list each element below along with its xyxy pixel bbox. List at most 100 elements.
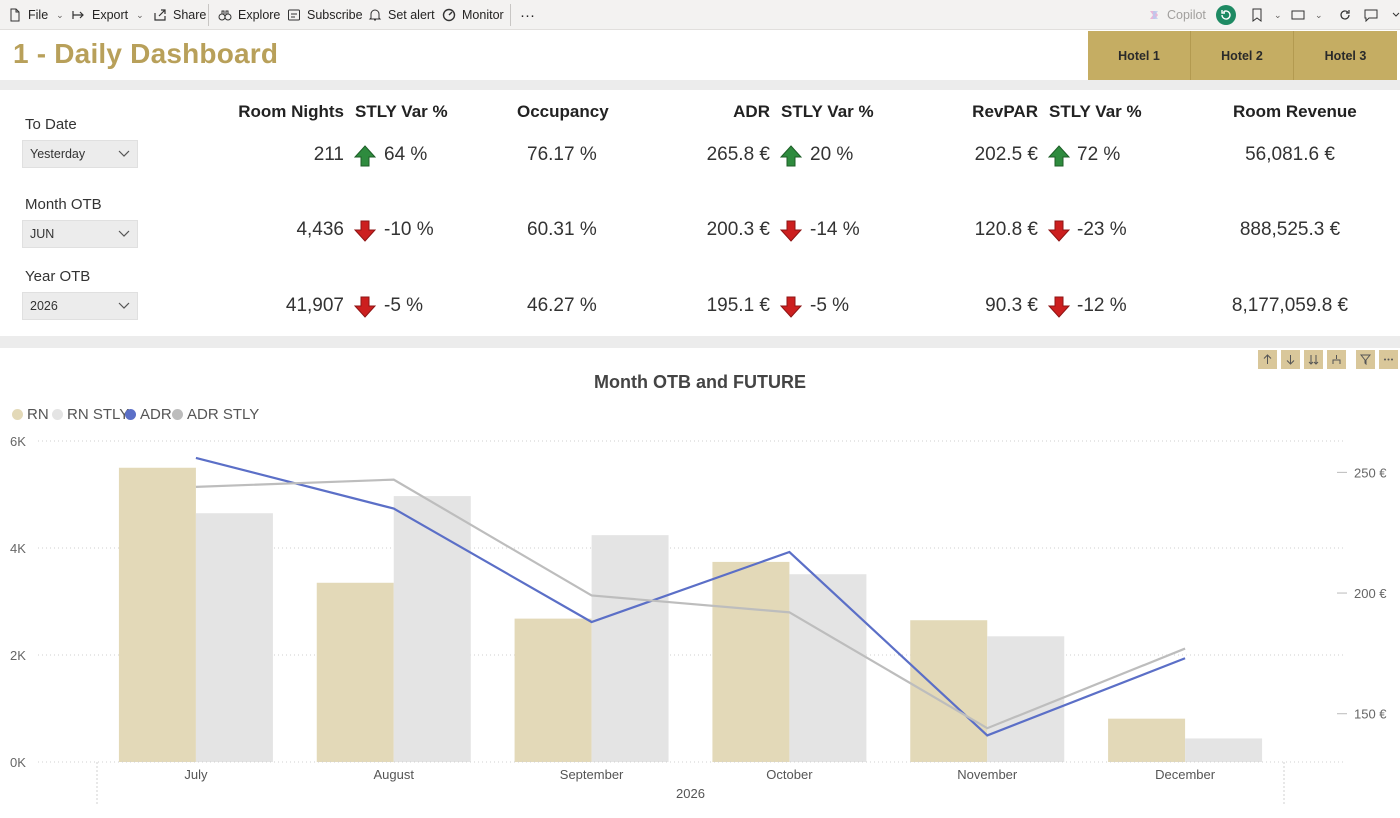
legend-item[interactable]: RN STLY	[52, 406, 129, 423]
x-group-label: 2026	[676, 786, 705, 801]
copilot-icon	[1150, 11, 1158, 19]
binoculars-icon	[218, 10, 232, 21]
export-menu[interactable]: Export ⌄	[72, 0, 144, 30]
copilot-label: Copilot	[1167, 8, 1206, 22]
drill-up-icon[interactable]	[1258, 350, 1277, 369]
x-tick-label: November	[957, 767, 1018, 782]
y-left-tick-label: 4K	[10, 541, 26, 556]
refresh-button[interactable]	[1338, 0, 1358, 30]
adr-stly-var-value: -14 %	[810, 219, 860, 240]
share-label: Share	[173, 8, 207, 22]
legend-marker	[52, 409, 63, 420]
revpar-value: 202.5 €	[974, 144, 1038, 165]
to-date-slicer[interactable]: Yesterday	[22, 140, 138, 168]
month-otb-slicer[interactable]: JUN	[22, 220, 138, 248]
bar-rn-stly	[591, 535, 669, 762]
room-revenue-header: Room Revenue	[1233, 102, 1357, 121]
file-label: File	[28, 8, 49, 22]
legend-marker	[125, 409, 136, 420]
adr-stly-var-value: -5 %	[810, 295, 850, 316]
subscribe-label: Subscribe	[307, 8, 363, 22]
adr-value: 265.8 €	[706, 144, 770, 165]
year-otb-slicer[interactable]: 2026	[22, 292, 138, 320]
hotel-2-button[interactable]: Hotel 2	[1191, 31, 1294, 80]
chevron-down-icon: ⌄	[1274, 9, 1282, 20]
explore-label: Explore	[238, 8, 281, 22]
more-options-icon[interactable]	[1379, 350, 1398, 369]
legend-item[interactable]: ADR STLY	[172, 406, 259, 423]
arrow-up-icon	[354, 145, 376, 167]
rn-stly-var-value: -5 %	[384, 295, 424, 316]
view-button[interactable]: ⌄	[1291, 0, 1323, 30]
gauge-icon	[442, 8, 456, 22]
go-to-next-level-icon[interactable]	[1304, 350, 1323, 369]
y-left-tick-label: 6K	[10, 434, 26, 449]
drill-down-icon[interactable]	[1281, 350, 1300, 369]
arrow-down-icon	[354, 296, 376, 318]
revpar-stly-var-value: -12 %	[1077, 295, 1127, 316]
expand-chevron-icon[interactable]	[1392, 0, 1400, 30]
expand-hierarchy-icon[interactable]	[1327, 350, 1346, 369]
refresh-status-button[interactable]	[1216, 0, 1236, 30]
bar-rn-stly	[789, 574, 867, 762]
kpi-panel	[0, 90, 1400, 336]
arrow-up-icon	[1048, 145, 1070, 167]
bar-rn	[1108, 718, 1186, 762]
adr-value: 195.1 €	[706, 295, 770, 316]
export-label: Export	[92, 8, 129, 22]
subscribe-icon	[288, 9, 300, 21]
year-otb-label: Year OTB	[25, 268, 91, 285]
file-menu[interactable]: File ⌄	[8, 0, 64, 30]
section-divider	[0, 80, 1400, 90]
legend-item[interactable]: RN	[12, 406, 49, 423]
legend-marker	[172, 409, 183, 420]
arrow-down-icon	[354, 220, 376, 242]
export-icon	[72, 11, 84, 19]
y-left-tick-label: 2K	[10, 648, 26, 663]
adr-header: ADR	[733, 102, 770, 121]
page-title: 1 - Daily Dashboard	[13, 38, 279, 69]
toolbar-divider	[208, 4, 209, 26]
revpar-value: 120.8 €	[974, 219, 1038, 240]
arrow-down-icon	[1048, 220, 1070, 242]
adr-stly-var-header: STLY Var %	[781, 102, 874, 121]
explore-button[interactable]: Explore	[218, 0, 280, 30]
year-otb-value: 2026	[30, 299, 58, 313]
arrow-down-icon	[780, 220, 802, 242]
rn-stly-var-header: STLY Var %	[355, 102, 448, 121]
set-alert-button[interactable]: Set alert	[368, 0, 435, 30]
bookmark-button[interactable]: ⌄	[1250, 0, 1282, 30]
legend-item[interactable]: ADR	[125, 406, 172, 423]
chart-title: Month OTB and FUTURE	[594, 372, 806, 392]
set-alert-label: Set alert	[388, 8, 435, 22]
room-revenue-value: 888,525.3 €	[1239, 219, 1341, 240]
hotel-1-button[interactable]: Hotel 1	[1088, 31, 1191, 80]
subscribe-button[interactable]: Subscribe	[287, 0, 363, 30]
more-options-button[interactable]: ···	[520, 6, 535, 24]
share-button[interactable]: Share	[153, 0, 206, 30]
refresh-icon	[1340, 10, 1350, 20]
sync-icon	[1216, 5, 1236, 25]
line-adr	[195, 456, 1186, 737]
adr-value: 200.3 €	[706, 219, 770, 240]
bar-rn	[712, 561, 790, 762]
copilot-button[interactable]: Copilot	[1147, 0, 1206, 30]
filter-icon[interactable]	[1356, 350, 1375, 369]
line-adr-stly	[195, 478, 1186, 730]
comment-button[interactable]	[1364, 0, 1384, 30]
x-tick-label: September	[560, 767, 624, 782]
toolbar: File ⌄ Export ⌄ Share Explore Subscribe …	[0, 0, 1400, 30]
room-nights-value: 211	[313, 144, 344, 165]
hotel-3-button[interactable]: Hotel 3	[1294, 31, 1397, 80]
adr-stly-var-value: 20 %	[810, 144, 854, 165]
room-revenue-value: 56,081.6 €	[1245, 144, 1335, 165]
revpar-value: 90.3 €	[985, 295, 1038, 316]
to-date-label: To Date	[25, 116, 77, 133]
occupancy-value: 60.31 %	[527, 219, 597, 240]
month-otb-value: JUN	[30, 227, 55, 241]
bar-rn-stly	[393, 496, 471, 762]
bar-rn	[316, 582, 394, 762]
monitor-button[interactable]: Monitor	[442, 0, 504, 30]
y-right-tick-label: 250 €	[1354, 465, 1387, 480]
